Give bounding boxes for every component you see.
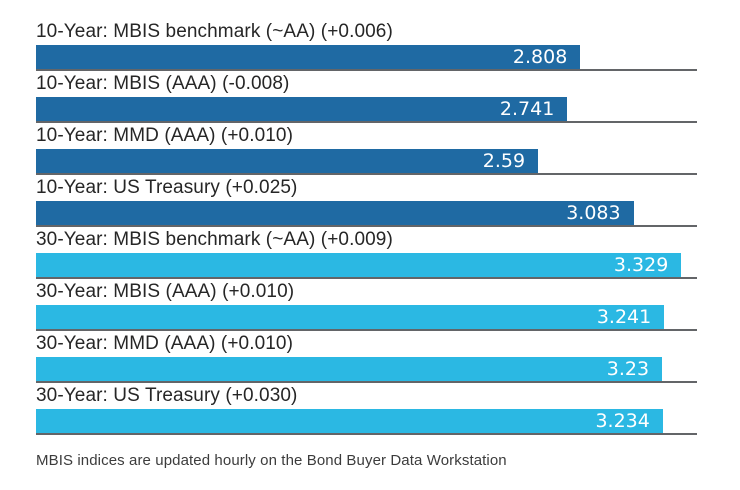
bar-label: 10-Year: US Treasury (+0.025) — [36, 177, 298, 198]
chart-row: 10-Year: MBIS (AAA) (-0.008) 2.741 — [36, 71, 697, 123]
bar-value: 3.083 — [566, 202, 621, 224]
chart-row: 10-Year: MMD (AAA) (+0.010) 2.59 — [36, 123, 697, 175]
bar-value: 3.241 — [596, 306, 652, 328]
bar-value: 3.234 — [595, 410, 650, 432]
bar: 3.234 — [36, 409, 663, 433]
bar: 2.741 — [36, 97, 568, 121]
bar-track: 2.59 — [36, 149, 697, 175]
bar-track: 3.234 — [36, 409, 697, 435]
bar-value: 3.23 — [606, 358, 650, 380]
yield-bar-chart: 10-Year: MBIS benchmark (~AA) (+0.006) 2… — [36, 19, 697, 469]
bar-label: 10-Year: MMD (AAA) (+0.010) — [36, 125, 294, 146]
bar-track: 2.741 — [36, 97, 697, 123]
bar: 3.241 — [36, 305, 665, 329]
chart-row: 10-Year: US Treasury (+0.025) 3.083 — [36, 175, 697, 227]
chart-row: 30-Year: MBIS benchmark (~AA) (+0.009) 3… — [36, 227, 697, 279]
bar-value: 2.808 — [512, 46, 568, 68]
bar: 3.083 — [36, 201, 634, 225]
bar: 2.59 — [36, 149, 539, 173]
bar: 2.808 — [36, 45, 581, 69]
chart-row: 30-Year: MBIS (AAA) (+0.010) 3.241 — [36, 279, 697, 331]
bar-label: 30-Year: MBIS benchmark (~AA) (+0.009) — [36, 229, 393, 250]
bar-track: 3.329 — [36, 253, 697, 279]
chart-footnote: MBIS indices are updated hourly on the B… — [36, 452, 507, 469]
bar-value: 2.59 — [482, 150, 526, 172]
bar-label: 10-Year: MBIS (AAA) (-0.008) — [36, 73, 290, 94]
bar-value: 2.741 — [499, 98, 555, 120]
chart-row: 30-Year: MMD (AAA) (+0.010) 3.23 — [36, 331, 697, 383]
bar-label: 10-Year: MBIS benchmark (~AA) (+0.006) — [36, 21, 393, 42]
bar: 3.329 — [36, 253, 682, 277]
bar-track: 3.241 — [36, 305, 697, 331]
bar-track: 2.808 — [36, 45, 697, 71]
chart-rows: 10-Year: MBIS benchmark (~AA) (+0.006) 2… — [36, 19, 697, 435]
chart-row: 10-Year: MBIS benchmark (~AA) (+0.006) 2… — [36, 19, 697, 71]
bar-value: 3.329 — [613, 254, 669, 276]
bar: 3.23 — [36, 357, 663, 381]
bar-label: 30-Year: MBIS (AAA) (+0.010) — [36, 281, 295, 302]
bar-track: 3.23 — [36, 357, 697, 383]
bar-label: 30-Year: MMD (AAA) (+0.010) — [36, 333, 294, 354]
bar-label: 30-Year: US Treasury (+0.030) — [36, 385, 298, 406]
bar-track: 3.083 — [36, 201, 697, 227]
chart-row: 30-Year: US Treasury (+0.030) 3.234 — [36, 383, 697, 435]
